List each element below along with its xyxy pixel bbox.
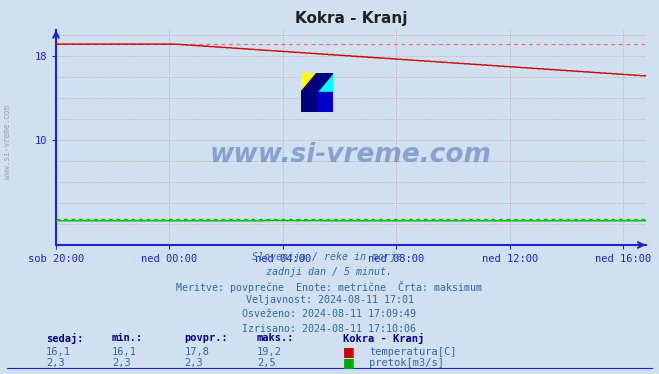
Polygon shape [301,73,333,112]
Text: Osveženo: 2024-08-11 17:09:49: Osveženo: 2024-08-11 17:09:49 [243,309,416,319]
Bar [317,73,333,92]
Text: ■: ■ [343,356,355,369]
Text: www.si-vreme.com: www.si-vreme.com [210,142,492,168]
Text: zadnji dan / 5 minut.: zadnji dan / 5 minut. [266,267,393,277]
Text: maks.:: maks.: [257,334,295,343]
Text: Slovenija / reke in morje.: Slovenija / reke in morje. [252,252,407,263]
Text: 19,2: 19,2 [257,347,282,356]
Polygon shape [317,92,333,112]
Text: sedaj:: sedaj: [46,333,84,344]
Title: Kokra - Kranj: Kokra - Kranj [295,11,407,26]
Text: 2,3: 2,3 [185,358,203,368]
Text: povpr.:: povpr.: [185,334,228,343]
Text: 2,5: 2,5 [257,358,275,368]
Text: ■: ■ [343,345,355,358]
Bar [301,73,317,92]
Text: www.si-vreme.com: www.si-vreme.com [3,105,13,179]
Text: 16,1: 16,1 [112,347,137,356]
Text: Veljavnost: 2024-08-11 17:01: Veljavnost: 2024-08-11 17:01 [246,295,413,305]
Text: Izrisano: 2024-08-11 17:10:06: Izrisano: 2024-08-11 17:10:06 [243,324,416,334]
Text: 17,8: 17,8 [185,347,210,356]
Text: temperatura[C]: temperatura[C] [369,347,457,356]
Text: 2,3: 2,3 [112,358,130,368]
Text: min.:: min.: [112,334,143,343]
Text: Kokra - Kranj: Kokra - Kranj [343,333,424,344]
Text: pretok[m3/s]: pretok[m3/s] [369,358,444,368]
Bar [301,92,317,112]
Text: 16,1: 16,1 [46,347,71,356]
Text: Meritve: povprečne  Enote: metrične  Črta: maksimum: Meritve: povprečne Enote: metrične Črta:… [177,281,482,293]
Text: 2,3: 2,3 [46,358,65,368]
